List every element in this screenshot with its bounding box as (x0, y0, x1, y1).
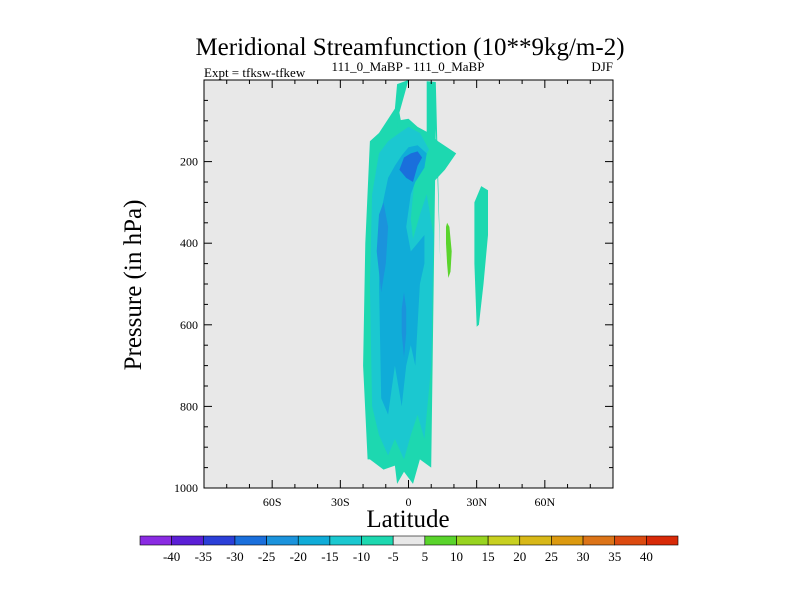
colorbar-label: -5 (388, 549, 399, 564)
chart-subtitle-left: Expt = tfksw-tfkew (204, 65, 306, 80)
colorbar-label: 30 (577, 549, 590, 564)
colorbar-swatch (139, 535, 172, 546)
colorbar-label: -25 (258, 549, 275, 564)
x-tick-label: 30N (466, 495, 487, 509)
colorbar-swatch (329, 535, 362, 546)
contour-northern-cell (474, 186, 488, 327)
colorbar-swatch (456, 535, 489, 546)
colorbar-swatch (551, 535, 584, 546)
colorbar-swatch (266, 535, 299, 546)
y-tick-label: 600 (180, 318, 198, 332)
colorbar-swatch (614, 535, 647, 546)
colorbar-swatch (361, 535, 394, 546)
chart-subtitle-center: 111_0_MaBP - 111_0_MaBP (332, 59, 485, 74)
colorbar-label: -15 (321, 549, 338, 564)
y-tick-label: 800 (180, 399, 198, 413)
x-tick-label: 60S (263, 495, 282, 509)
x-tick-label: 30S (331, 495, 350, 509)
x-axis-label: Latitude (366, 506, 449, 533)
colorbar-swatch (519, 535, 552, 546)
colorbar-swatch (234, 535, 267, 546)
y-tick-label: 400 (180, 236, 198, 250)
contour-southern-cell-core-center (399, 151, 423, 182)
colorbar-swatch (171, 535, 204, 546)
colorbar-swatch (646, 535, 679, 546)
colorbar-swatch (392, 535, 426, 546)
colorbar-swatch (487, 535, 521, 546)
colorbar-label: 15 (482, 549, 495, 564)
colorbar-label: 40 (640, 549, 653, 564)
colorbar: -40 -35 -30 -25 -20 -15 -10 -5 5 10 15 20 25 30 35 40 (139, 535, 679, 564)
contour-southern-cell-core-mid (401, 292, 407, 358)
colorbar-label: 20 (513, 549, 526, 564)
colorbar-label: -30 (226, 549, 243, 564)
colorbar-label: -35 (195, 549, 212, 564)
y-axis-label: Pressure (in hPa) (120, 200, 147, 371)
colorbar-label: 35 (608, 549, 621, 564)
colorbar-label: -20 (290, 549, 307, 564)
x-tick-label: 0 (406, 495, 412, 509)
colorbar-swatch (297, 535, 331, 546)
contour-southern-cell-core-left (376, 202, 389, 293)
chart-title: Meridional Streamfunction (10**9kg/m-2) (195, 34, 624, 61)
chart-subtitle-right: DJF (591, 59, 613, 74)
colorbar-label: -10 (353, 549, 370, 564)
colorbar-label: 10 (450, 549, 463, 564)
colorbar-label: -40 (163, 549, 180, 564)
contour-northern-positive (446, 222, 452, 278)
colorbar-label: 25 (545, 549, 558, 564)
colorbar-swatch (582, 535, 616, 546)
x-tick-label: 60N (534, 495, 555, 509)
colorbar-swatch (202, 535, 236, 546)
contour-southern-cell-inner (379, 145, 427, 415)
colorbar-label: 5 (422, 549, 429, 564)
contour-regions (363, 80, 488, 484)
y-tick-label: 1000 (174, 481, 198, 495)
y-tick-label: 200 (180, 155, 198, 169)
colorbar-swatch (424, 535, 457, 546)
axis-ticks: 60S 30S 0 30N 60N 200 400 600 800 1000 (174, 80, 613, 509)
